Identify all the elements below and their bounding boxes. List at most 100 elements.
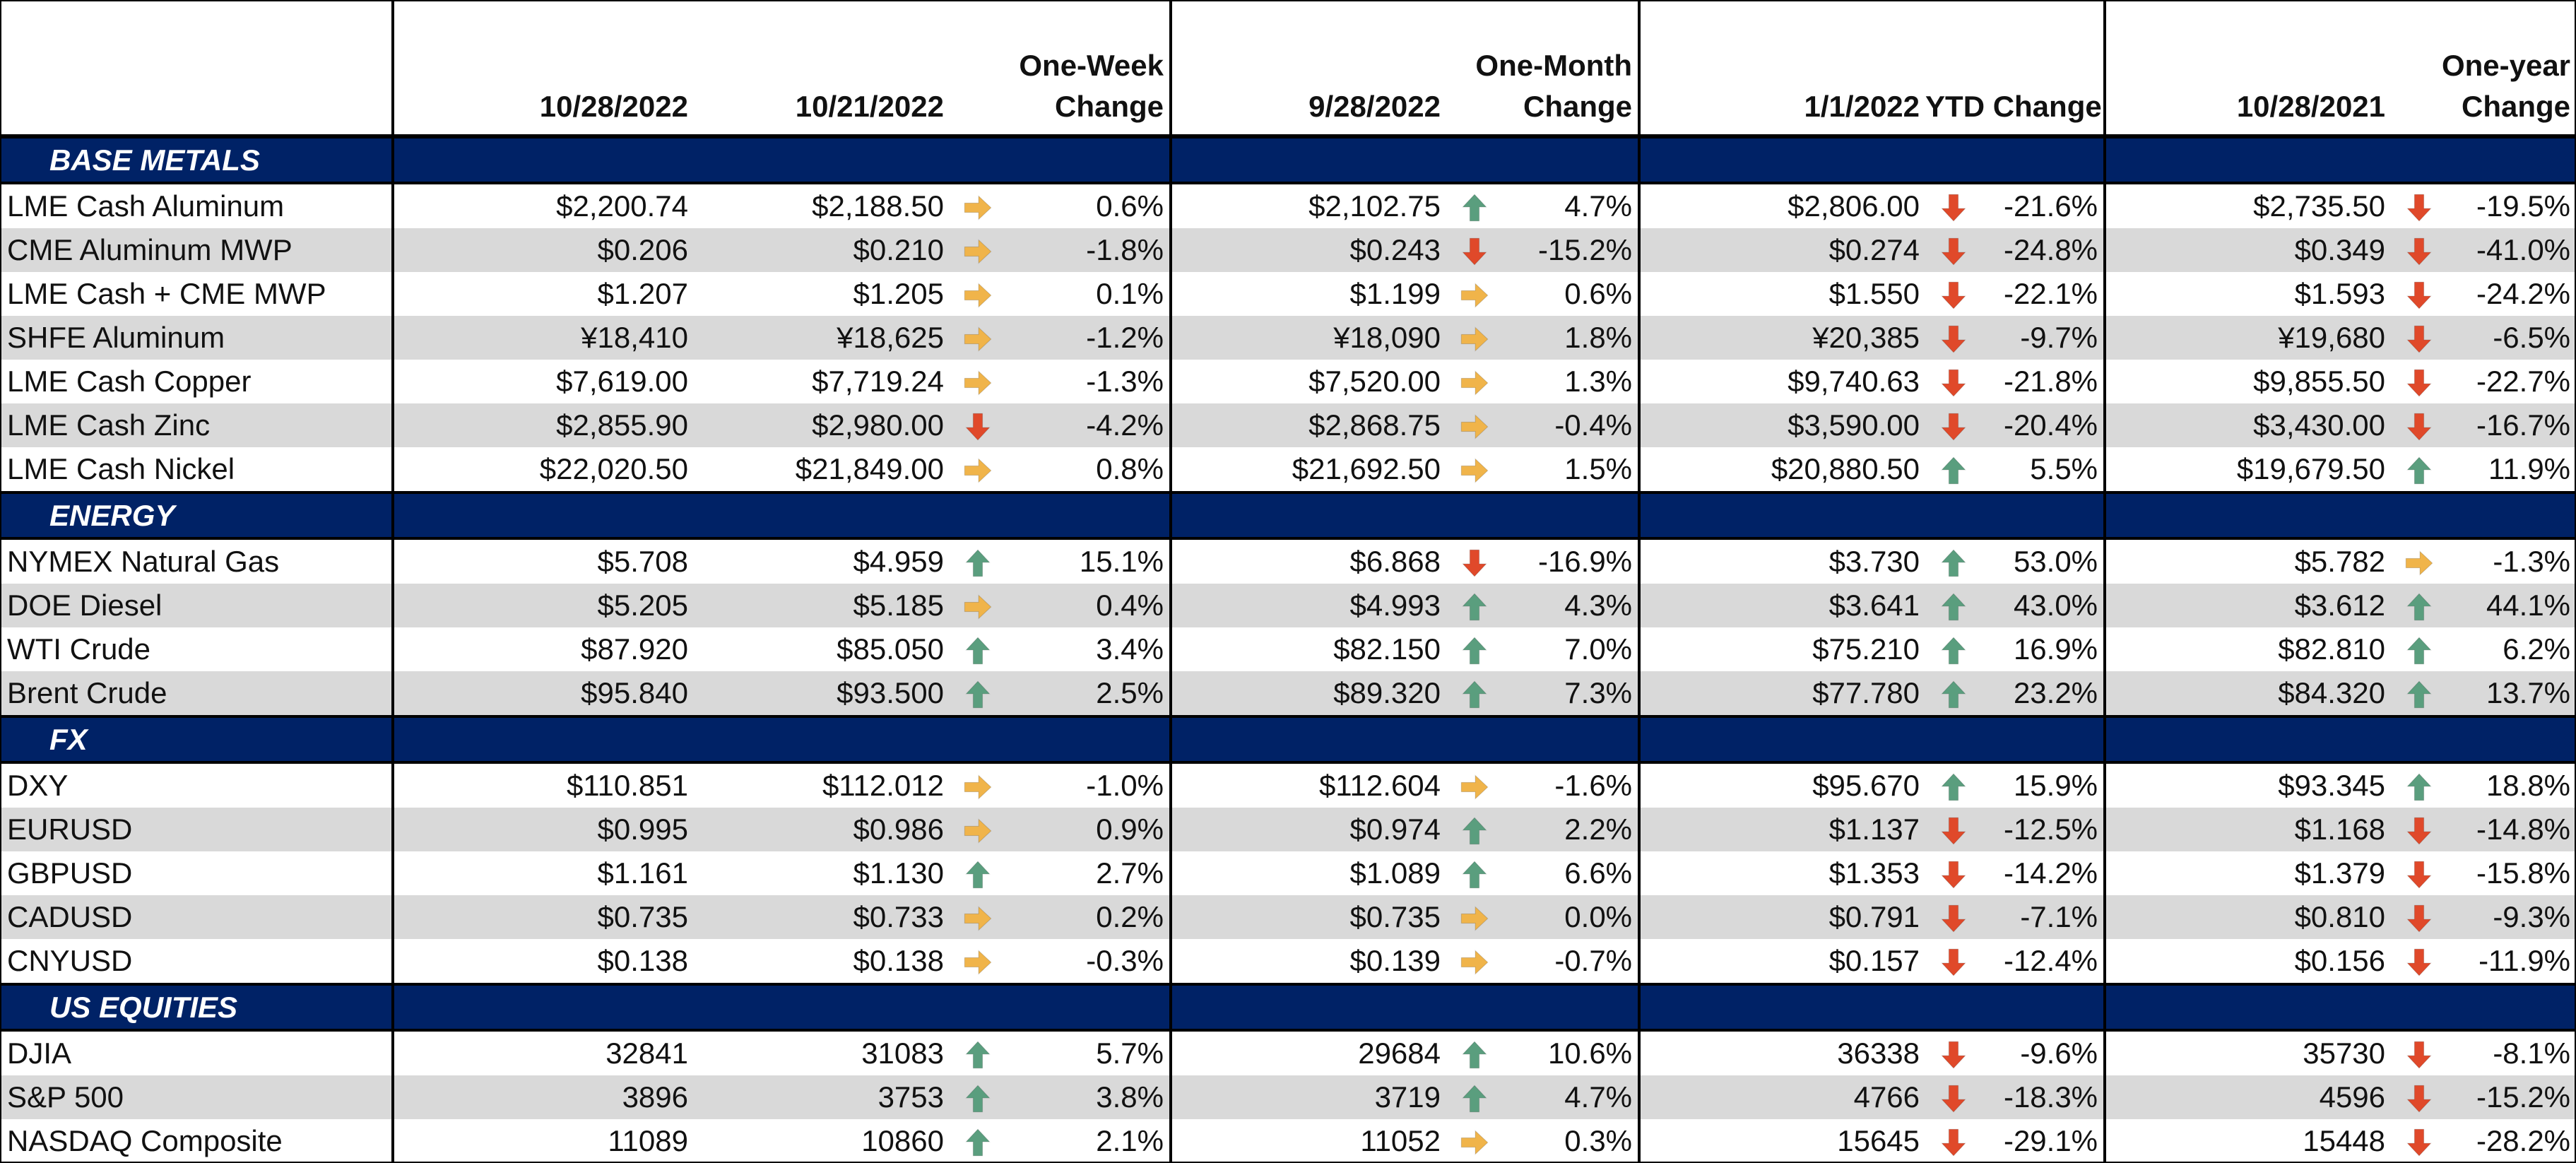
month-ago-price: $112.604 <box>1169 762 1447 808</box>
current-price: $0.735 <box>391 895 694 939</box>
year-ago-price: $5.782 <box>2103 538 2392 584</box>
ytd-change: 43.0% <box>1982 584 2105 627</box>
year-change: -8.1% <box>2493 1037 2571 1070</box>
ytd-trend-cell <box>1925 671 1983 716</box>
month-ago-price: $1.089 <box>1169 851 1447 895</box>
arrow-down-icon <box>2406 413 2432 441</box>
current-price: $5.708 <box>391 538 694 584</box>
ytd-change: -9.6% <box>2020 1037 2098 1070</box>
year-change: -1.3% <box>2493 545 2571 578</box>
week-change: -1.0% <box>1086 769 1164 802</box>
ytd-change: -20.4% <box>1982 403 2105 447</box>
year-start-price: 15645 <box>1638 1119 1926 1163</box>
arrow-right-icon <box>964 326 992 353</box>
current-price: $0.995 <box>391 808 694 851</box>
arrow-up-icon <box>2406 593 2432 621</box>
year-change: 6.2% <box>2503 632 2571 666</box>
current-price: $5.205 <box>391 584 694 627</box>
arrow-up-icon <box>965 861 991 889</box>
ytd-trend-cell <box>1925 1030 1982 1075</box>
ytd-change: -21.6% <box>2003 189 2098 223</box>
arrow-right-icon <box>1460 1130 1489 1156</box>
month-trend-cell <box>1446 447 1503 492</box>
current-price: 11089 <box>391 1119 694 1163</box>
month-change: 0.3% <box>1564 1124 1633 1157</box>
month-change: -15.2% <box>1503 228 1640 272</box>
year-trend-cell <box>2391 939 2447 984</box>
arrow-down-icon <box>2406 817 2432 845</box>
week-change: 5.7% <box>1096 1037 1164 1070</box>
arrow-down-icon <box>2406 861 2432 889</box>
week-change: 0.1% <box>1096 277 1164 310</box>
ytd-trend-cell <box>1925 403 1983 447</box>
arrow-right-icon <box>964 906 992 932</box>
ytd-trend-cell <box>1925 360 1982 403</box>
month-trend-cell <box>1446 272 1503 316</box>
year-change: -11.9% <box>2478 944 2571 977</box>
year-start-price: $77.780 <box>1638 671 1926 716</box>
arrow-down-icon <box>1941 326 1966 353</box>
current-price: $0.138 <box>391 939 694 984</box>
current-price: ¥18,410 <box>391 316 694 360</box>
arrow-up-icon <box>1462 194 1487 222</box>
year-start-price: $3,590.00 <box>1638 403 1926 447</box>
week-ago-price: $112.012 <box>822 769 944 802</box>
arrow-up-icon <box>2406 456 2432 485</box>
ytd-change: -12.4% <box>2003 944 2098 977</box>
ytd-change: -21.8% <box>2003 365 2098 398</box>
year-trend-cell <box>2391 403 2448 447</box>
year-trend-cell <box>2391 447 2447 492</box>
current-price: $22,020.50 <box>391 447 694 492</box>
month-ago-price: $6.868 <box>1169 538 1447 584</box>
year-ago-price: 15448 <box>2103 1119 2392 1163</box>
table-row: LME Cash Zinc $2,855.90 $2,980.00 -4.2% $2,8… <box>0 403 2576 447</box>
month-change: 1.3% <box>1564 365 1633 398</box>
month-change: 0.0% <box>1503 895 1640 939</box>
section-band <box>2103 983 2576 1032</box>
month-trend-cell <box>1446 808 1503 851</box>
section-header-row: ENERGY <box>0 491 2576 540</box>
arrow-down-icon <box>2406 949 2432 976</box>
week-change: -4.2% <box>1006 403 1171 447</box>
ytd-trend-cell <box>1925 538 1982 584</box>
arrow-right-icon <box>1460 906 1489 932</box>
ytd-trend-cell <box>1925 584 1983 627</box>
week-trend-cell <box>950 808 1006 851</box>
instrument-name: LME Cash Copper <box>7 365 252 398</box>
week-trend-cell <box>950 360 1006 403</box>
year-trend-cell <box>2391 360 2447 403</box>
year-start-price: $3.641 <box>1638 584 1926 627</box>
instrument-name: NYMEX Natural Gas <box>7 545 280 578</box>
year-ago-price: $0.349 <box>2103 228 2392 272</box>
month-ago-price: $7,520.00 <box>1169 360 1447 403</box>
week-change: 0.2% <box>1006 895 1171 939</box>
section-band <box>1169 715 1640 764</box>
table-row: GBPUSD $1.161 $1.130 2.7% $1.089 6.6% $1.353 -1… <box>0 851 2576 895</box>
table-row: CME Aluminum MWP $0.206 $0.210 -1.8% $0.243 -… <box>0 228 2576 272</box>
instrument-name: CNYUSD <box>7 944 133 977</box>
year-start-price: 36338 <box>1638 1030 1926 1075</box>
table-row: CNYUSD $0.138 $0.138 -0.3% $0.139 -0.7% $0.157… <box>0 939 2576 984</box>
header-row: 10/28/2022 10/21/2022 One-Week Change 9/2… <box>0 0 2576 136</box>
table-row: CADUSD $0.735 $0.733 0.2% $0.735 0.0% $0.791 -7… <box>0 895 2576 939</box>
ytd-trend-cell <box>1925 627 1982 671</box>
arrow-up-icon <box>1462 1041 1487 1069</box>
week-change: 0.9% <box>1006 808 1171 851</box>
arrow-up-icon <box>1941 680 1966 709</box>
current-price: $1.207 <box>391 272 694 316</box>
table-row: WTI Crude $87.920 $85.050 3.4% $82.150 7.0% $7… <box>0 627 2576 671</box>
week-trend-cell <box>950 851 1006 895</box>
current-price: $110.851 <box>391 762 694 808</box>
col-header-week-ago: 10/21/2022 <box>694 0 950 136</box>
arrow-right-icon <box>964 239 992 265</box>
month-trend-cell <box>1446 851 1503 895</box>
current-price: $2,855.90 <box>391 403 694 447</box>
section-band <box>1169 491 1640 540</box>
current-price: $0.206 <box>391 228 694 272</box>
section-band <box>1638 983 2105 1032</box>
year-ago-price: $1.593 <box>2103 272 2392 316</box>
year-trend-cell <box>2391 1119 2447 1163</box>
month-ago-price: $0.243 <box>1169 228 1447 272</box>
col-header-current: 10/28/2022 <box>391 0 694 136</box>
